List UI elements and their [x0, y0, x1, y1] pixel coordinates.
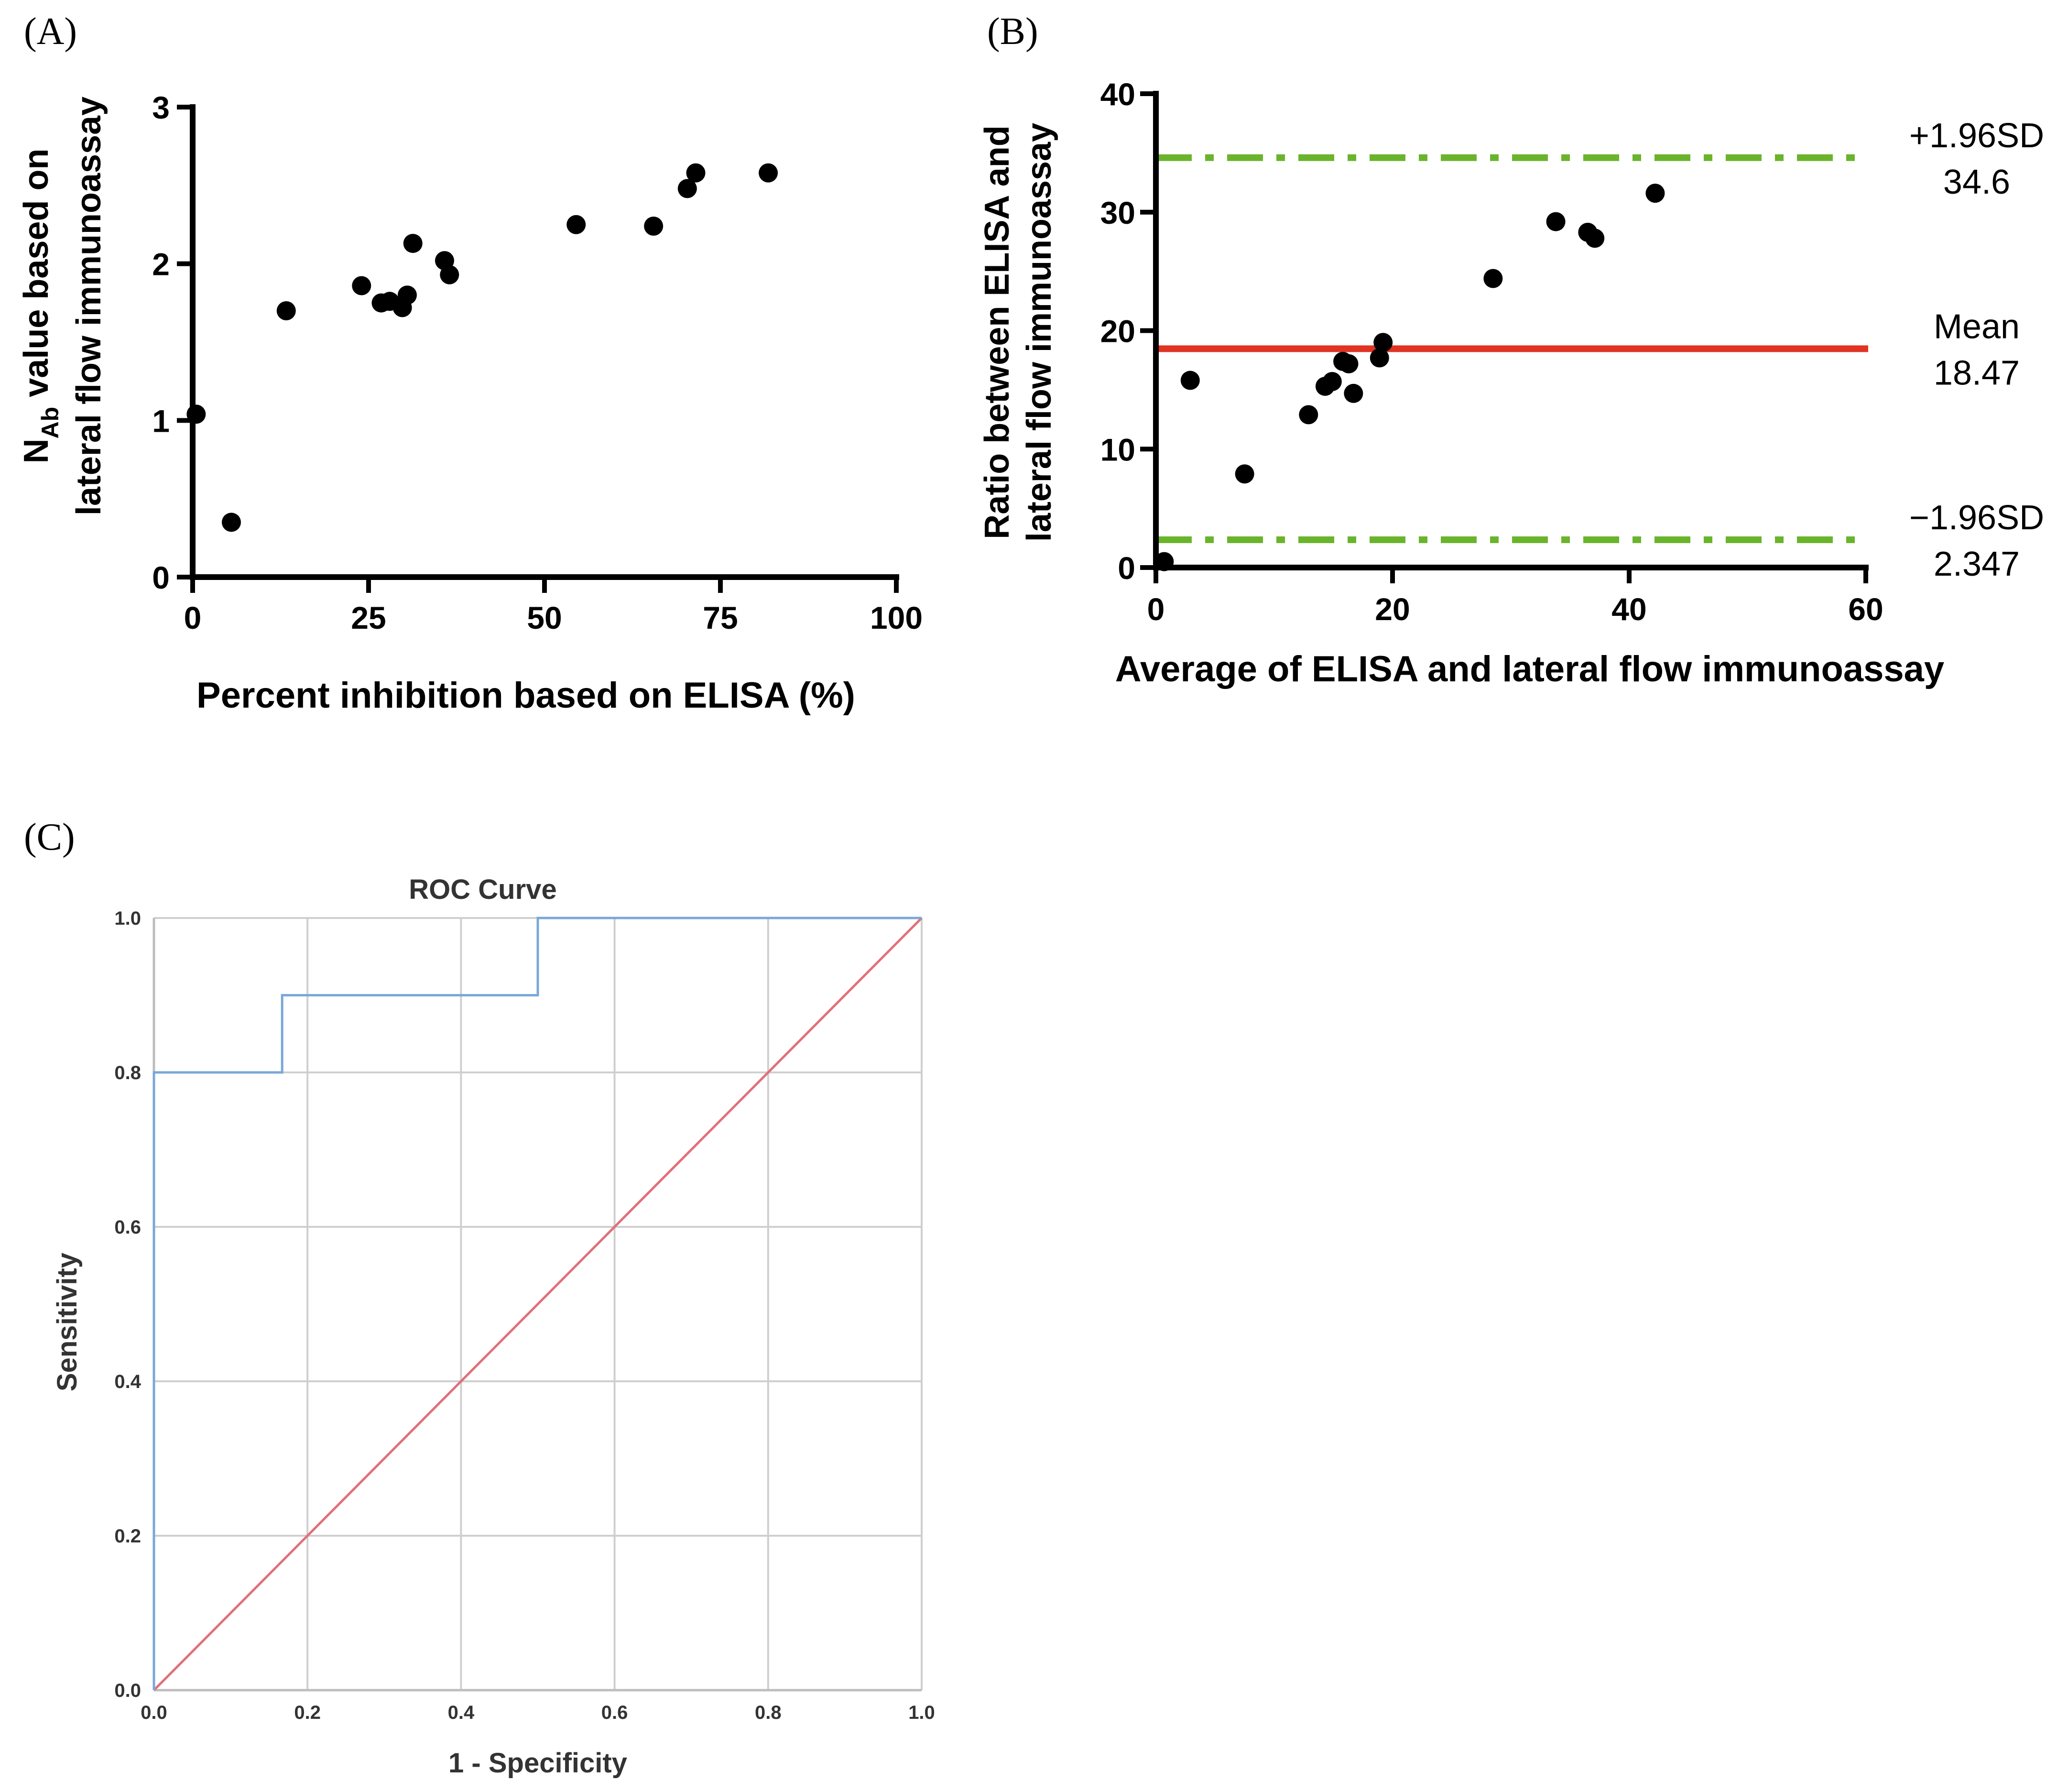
panel-c-y-axis-label: Sensitivity — [52, 1253, 83, 1391]
panel-a-data-point — [440, 265, 459, 284]
panel-c-x-tick-label: 0.8 — [755, 1702, 782, 1723]
panel-a-data-point — [352, 276, 371, 295]
panel-b-data-point — [1180, 371, 1200, 390]
panel-b-x-tick-label: 40 — [1611, 591, 1646, 627]
panel-c-y-tick-label: 0.4 — [114, 1371, 141, 1392]
panel-b-data-point — [1373, 333, 1393, 352]
panel-b-upper-limit-value: 34.6 — [1943, 163, 2010, 201]
panel-b-upper-limit-label: +1.96SD — [1909, 117, 2044, 155]
panel-a-data-point — [759, 163, 778, 183]
panel-a-x-tick-label: 75 — [703, 600, 738, 635]
panel-b-lower-limit-value: 2.347 — [1934, 545, 2020, 583]
panel-b-y-tick-label: 10 — [1100, 432, 1135, 467]
panel-a-y-tick-label: 0 — [152, 560, 170, 595]
panel-b-data-point — [1546, 212, 1566, 231]
panel-b-data-point — [1483, 269, 1503, 288]
panel-a-y-tick-label: 1 — [152, 403, 170, 438]
panel-a-y-label-line2: lateral flow immunoassay — [70, 97, 108, 515]
panel-a-y-axis-label: NAb value based on lateral flow immunoas… — [17, 97, 108, 515]
panel-b-data-point — [1235, 464, 1254, 484]
panel-a-x-axis-label: Percent inhibition based on ELISA (%) — [196, 675, 855, 716]
panel-c-x-tick-label: 0.0 — [141, 1702, 167, 1723]
panel-c-y-tick-label: 0.2 — [114, 1526, 141, 1547]
panel-b-y-axis-label: Ratio between ELISA and lateral flow imm… — [978, 123, 1058, 542]
panel-b-data-point — [1370, 348, 1389, 368]
panel-b-data-point — [1299, 405, 1318, 425]
panel-c-label: (C) — [24, 816, 75, 858]
panel-c: (C) ROC Curve 0.0 0.2 0.4 0.6 0.8 1.0 0.0 0.2 0.… — [24, 816, 935, 1779]
panel-b-data-point — [1339, 354, 1359, 373]
panel-b-label: (B) — [987, 11, 1038, 53]
panel-a-data-point — [677, 179, 697, 198]
panel-b-lower-limit-label: −1.96SD — [1909, 499, 2044, 537]
panel-b-x-tick-label: 60 — [1848, 591, 1883, 627]
panel-c-x-axis-label: 1 - Specificity — [448, 1748, 627, 1779]
panel-b-y-tick-label: 20 — [1100, 314, 1135, 349]
panel-b-y-tick-label: 0 — [1118, 550, 1135, 586]
panel-b-x-axis-label: Average of ELISA and lateral flow immuno… — [1115, 649, 1944, 689]
panel-b-x-tick-label: 20 — [1375, 591, 1410, 627]
panel-a-x-tick-label: 25 — [351, 600, 386, 635]
panel-b-data-point — [1322, 372, 1342, 392]
panel-c-x-tick-label: 1.0 — [908, 1702, 935, 1723]
panel-a-x-tick-label: 50 — [527, 600, 562, 635]
panel-c-x-tick-label: 0.4 — [448, 1702, 475, 1723]
panel-c-y-tick-label: 0.0 — [114, 1680, 141, 1701]
panel-a-x-tick-label: 0 — [184, 600, 202, 635]
panel-b-y-tick-label: 40 — [1100, 76, 1135, 112]
panel-b-x-tick-label: 0 — [1147, 591, 1165, 627]
panel-c-x-tick-label: 0.2 — [294, 1702, 321, 1723]
panel-c-roc-curve — [152, 917, 922, 1690]
panel-c-y-tick-label: 0.8 — [114, 1062, 141, 1083]
panel-c-y-tick-label: 1.0 — [114, 908, 141, 929]
panel-a-data-point — [644, 217, 664, 236]
panel-c-x-tick-label: 0.6 — [601, 1702, 628, 1723]
panel-a-label: (A) — [24, 11, 77, 53]
panel-b-y-tick-label: 30 — [1100, 195, 1135, 230]
panel-b-data-point — [1344, 383, 1363, 403]
panel-a-data-point — [276, 301, 296, 320]
panel-c-y-tick-label: 0.6 — [114, 1217, 141, 1238]
panel-a: (A) 0 25 50 75 100 0 1 2 3 Percent inhibition ba… — [17, 11, 923, 716]
panel-b-y-label-line2: lateral flow immunoassay — [1020, 123, 1058, 542]
panel-a-data-point — [686, 163, 706, 183]
panel-c-title: ROC Curve — [409, 874, 556, 905]
panel-b-data-point — [1585, 229, 1605, 248]
panel-b-data-point — [1645, 184, 1665, 203]
panel-a-data-point — [566, 215, 586, 234]
panel-a-y-tick-label: 3 — [152, 90, 170, 125]
panel-b-mean-label: Mean — [1934, 307, 2020, 346]
panel-a-y-label-line1: NAb value based on — [17, 149, 64, 464]
panel-a-data-point — [403, 234, 423, 253]
panel-b: (B) 0 20 40 60 0 10 20 30 40 +1.96SD 34.6 Mean 18.4… — [978, 11, 2044, 689]
panel-c-reference-line — [153, 917, 923, 1691]
panel-a-data-point — [397, 285, 417, 305]
panel-a-data-point — [221, 513, 241, 532]
panel-a-x-tick-label: 100 — [870, 600, 923, 635]
panel-a-data-point — [186, 404, 206, 424]
panel-a-y-tick-label: 2 — [152, 247, 170, 282]
panel-b-y-label-line1: Ratio between ELISA and — [978, 125, 1016, 539]
panel-b-mean-value: 18.47 — [1934, 354, 2020, 392]
